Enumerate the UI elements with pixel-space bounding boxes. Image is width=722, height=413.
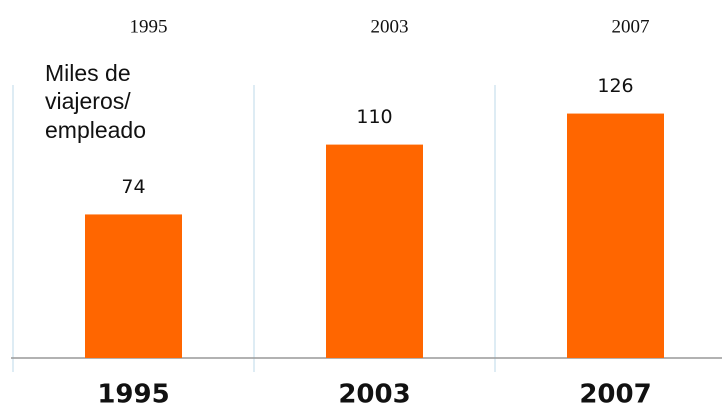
x-tick-label: 2003 [338,380,410,410]
value-label: 74 [121,176,145,198]
y-axis-label: empleado [45,117,146,143]
bar [85,214,182,358]
x-tick-label: 1995 [97,380,169,410]
y-axis-label: viajeros/ [45,88,131,114]
y-axis-label: Miles de [45,60,131,86]
value-label: 110 [356,106,392,128]
top-category-label: 2007 [612,16,650,37]
top-category-label: 1995 [130,16,168,37]
value-label: 126 [597,75,633,97]
bar [326,144,423,358]
bar [567,113,664,358]
x-tick-label: 2007 [579,380,651,410]
top-category-label: 2003 [371,16,409,37]
